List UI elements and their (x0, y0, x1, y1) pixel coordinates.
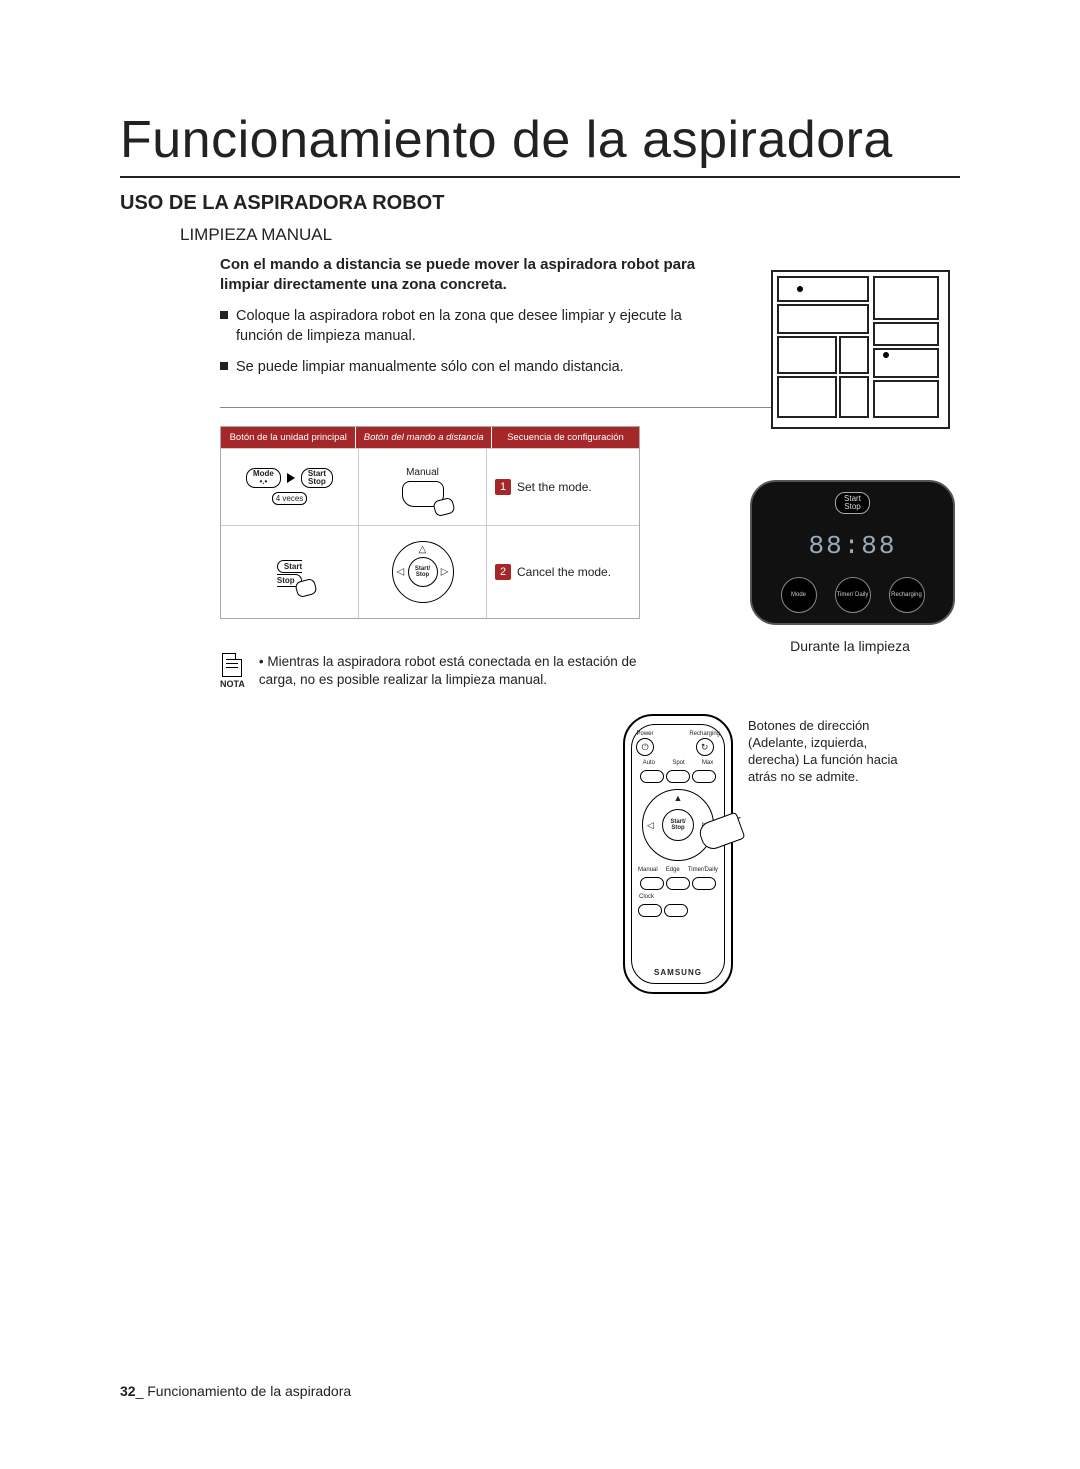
main-unit-cell: Mode•.• StartStop 4 veces (221, 449, 359, 525)
power-icon: ⏻ (636, 738, 654, 756)
repeat-label: 4 veces (272, 492, 308, 505)
device-start-stop-button: StartStop (835, 492, 870, 514)
remote-mode-label: Manual (638, 867, 658, 873)
remote-mode-label: Edge (666, 867, 680, 873)
table-header: Botón del mando a distancia (356, 427, 491, 448)
remote-button-icon (664, 904, 688, 917)
remote-mode-label: Timer/Daily (688, 867, 718, 873)
page-title: Funcionamiento de la aspiradora (120, 110, 960, 178)
remote-clock-label: Clock (639, 894, 654, 900)
dpad-center-label: Start/ Stop (408, 557, 438, 587)
manual-label: Manual (406, 467, 439, 478)
note-block: NOTA Mientras la aspiradora robot está c… (220, 653, 650, 689)
mode-button-icon: Mode•.• (246, 468, 281, 488)
config-table: Botón de la unidad principal Botón del m… (220, 426, 640, 619)
device-recharge-button: Recharging (889, 577, 925, 613)
document-icon (222, 653, 242, 677)
note-text: Mientras la aspiradora robot está conect… (259, 653, 650, 689)
divider (220, 407, 850, 408)
remote-cell: △ ◁ ▷ Start/ Stop (359, 526, 487, 618)
start-stop-button-icon: StartStop (301, 468, 333, 488)
remote-button-icon (640, 770, 664, 783)
remote-button-icon (666, 877, 690, 890)
device-timer-button: Timer/ Daily (835, 577, 871, 613)
recharge-icon: ↻ (696, 738, 714, 756)
list-item: Coloque la aspiradora robot en la zona q… (220, 306, 690, 347)
table-header: Secuencia de configuración (492, 427, 639, 448)
section-heading: USO DE LA ASPIRADORA ROBOT (120, 192, 960, 215)
dpad-icon: △ ◁ ▷ Start/ Stop (392, 541, 454, 603)
table-header: Botón de la unidad principal (221, 427, 356, 448)
table-header-row: Botón de la unidad principal Botón del m… (221, 427, 639, 448)
left-arrow-icon: ◁ (647, 820, 654, 831)
remote-button-icon (666, 770, 690, 783)
subsection-heading: LIMPIEZA MANUAL (180, 225, 960, 245)
right-arrow-icon: ▷ (441, 566, 449, 577)
remote-dpad-center: Start/ Stop (662, 809, 694, 841)
intro-text: Con el mando a distancia se puede mover … (220, 255, 700, 294)
step-text: Cancel the mode. (517, 565, 611, 579)
list-item: Se puede limpiar manualmente sólo con el… (220, 357, 690, 377)
device-clock-digits: 88:88 (808, 531, 896, 561)
brand-label: SAMSUNG (654, 968, 702, 977)
remote-mode-label: Spot (672, 760, 684, 766)
remote-button-icon (638, 904, 662, 917)
up-arrow-icon: ▲ (674, 793, 683, 803)
page-number: 32 (120, 1383, 136, 1399)
sequence-cell: 1 Set the mode. (487, 449, 639, 525)
remote-mode-label: Max (702, 760, 713, 766)
sequence-cell: 2 Cancel the mode. (487, 526, 639, 618)
floor-plan-illustration (771, 270, 950, 429)
instruction-list: Coloque la aspiradora robot en la zona q… (220, 306, 690, 377)
play-icon (287, 473, 295, 483)
remote-mode-label: Auto (643, 760, 655, 766)
remote-callout-text: Botones de dirección (Adelante, izquierd… (748, 718, 908, 786)
remote-cell: Manual (359, 449, 487, 525)
remote-button-icon (692, 770, 716, 783)
main-unit-cell: StartStop (221, 526, 359, 618)
remote-control-illustration: Power⏻ Recharging↻ Auto Spot Max ▲ ◁ ▷ S… (623, 714, 733, 994)
left-arrow-icon: ◁ (397, 566, 405, 577)
manual-page: Funcionamiento de la aspiradora USO DE L… (0, 0, 1080, 1469)
remote-button-icon (692, 877, 716, 890)
remote-power-label: Power (636, 731, 653, 737)
footer-text: _ Funcionamiento de la aspiradora (136, 1383, 352, 1399)
page-footer: 32_ Funcionamiento de la aspiradora (120, 1383, 351, 1399)
device-display: StartStop 88:88 Mode Timer/ Daily Rechar… (750, 480, 955, 625)
up-arrow-icon: △ (419, 544, 427, 555)
remote-button-icon (640, 877, 664, 890)
note-label: NOTA (220, 679, 245, 689)
step-text: Set the mode. (517, 480, 592, 494)
table-row: StartStop △ ◁ ▷ Start/ Stop 2 Cancel the… (221, 525, 639, 618)
note-icon: NOTA (220, 653, 245, 689)
device-mode-button: Mode (781, 577, 817, 613)
step-number: 1 (495, 479, 511, 495)
device-caption: Durante la limpieza (755, 638, 945, 654)
table-row: Mode•.• StartStop 4 veces Manual 1 Set t… (221, 448, 639, 525)
step-number: 2 (495, 564, 511, 580)
remote-recharge-label: Recharging (689, 731, 720, 737)
